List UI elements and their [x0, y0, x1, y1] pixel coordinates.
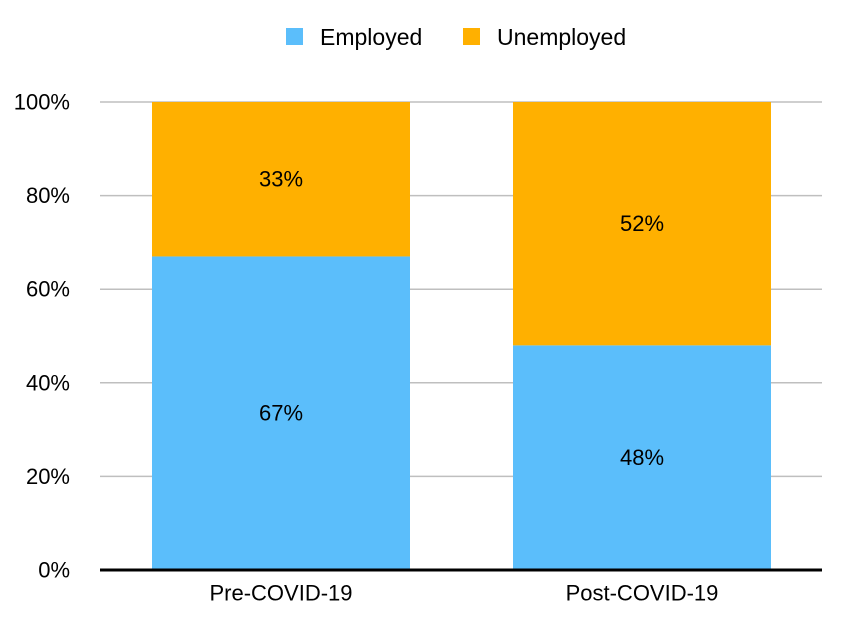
- y-tick-label: 20%: [26, 464, 70, 489]
- y-tick-label: 80%: [26, 183, 70, 208]
- bar-employed-pre-covid-19: [152, 256, 410, 570]
- bar-employed-post-covid-19: [513, 345, 771, 570]
- x-tick-label: Post-COVID-19: [566, 581, 719, 606]
- y-tick-label: 100%: [14, 90, 70, 115]
- data-labels: 67% 33% 48% 52%: [259, 167, 664, 470]
- y-tick-label: 40%: [26, 370, 70, 395]
- data-label: 33%: [259, 167, 303, 192]
- x-tick-label: Pre-COVID-19: [209, 581, 352, 606]
- legend-swatch-unemployed: [463, 28, 480, 45]
- y-tick-label: 60%: [26, 277, 70, 302]
- data-label: 48%: [620, 445, 664, 470]
- bar-unemployed-post-covid-19: [513, 102, 771, 346]
- y-tick-label: 0%: [38, 558, 70, 583]
- legend-label-unemployed: Unemployed: [497, 24, 626, 50]
- legend-label-employed: Employed: [320, 24, 422, 50]
- x-axis-ticks: Pre-COVID-19 Post-COVID-19: [209, 581, 718, 606]
- bars: [152, 102, 771, 570]
- y-axis-ticks: 0% 20% 40% 60% 80% 100%: [14, 90, 70, 583]
- data-label: 67%: [259, 401, 303, 426]
- bar-unemployed-pre-covid-19: [152, 102, 410, 257]
- legend-swatch-employed: [286, 28, 303, 45]
- legend: Employed Unemployed: [286, 24, 626, 50]
- data-label: 52%: [620, 211, 664, 236]
